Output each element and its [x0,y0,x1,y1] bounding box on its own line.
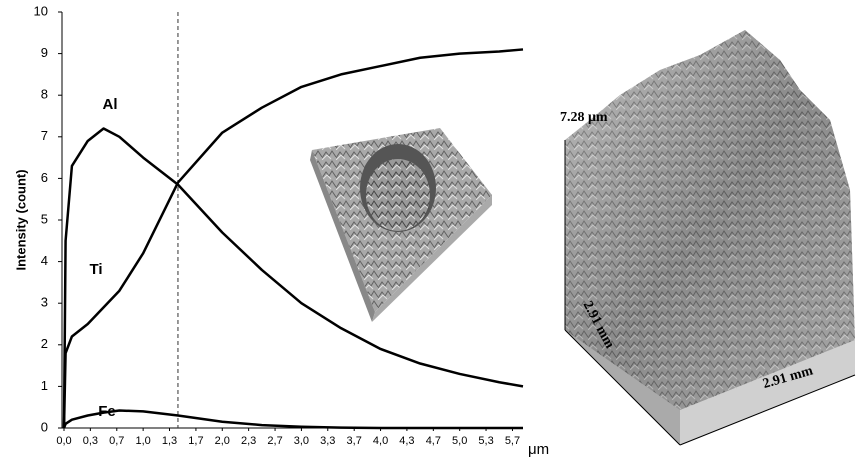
series-line [62,409,523,430]
x-tick-label: 2,7 [267,435,282,447]
inset-image [310,128,492,322]
x-tick-label: 3,3 [320,435,335,447]
x-tick-label: 0,3 [83,435,98,447]
x-tick-label: 5,3 [478,435,493,447]
y-tick-label: 3 [41,295,48,310]
x-tick-label: 2,3 [241,435,256,447]
y-tick-label: 7 [41,128,48,143]
x-tick-label: 0,0 [56,435,71,447]
series-label: Al [103,96,118,113]
x-tick-label: 4,0 [373,435,388,447]
x-tick-label: 5,7 [505,435,520,447]
x-tick-label: 4,3 [399,435,414,447]
series-label: Fe [98,403,116,420]
series-line [62,48,524,429]
y-tick-label: 9 [41,45,48,60]
x-tick-label: 1,3 [162,435,177,447]
x-tick-label: 1,0 [135,435,150,447]
y-tick-label: 0 [41,419,48,434]
y-axis-label: Intensity (count) [13,169,28,270]
x-tick-label: 1,7 [188,435,203,447]
x-tick-label: 3,7 [347,435,362,447]
y-tick-label: 8 [41,87,48,102]
height-label: 7.28 μm [560,110,608,125]
x-tick-label: 4,7 [426,435,441,447]
y-tick-label: 6 [41,170,48,185]
y-tick-label: 4 [41,253,48,268]
x-tick-label: 5,0 [452,435,467,447]
x-tick-label: 3,0 [294,435,309,447]
series-label: Ti [89,261,102,278]
surface-image: 7.28 μm 2.91 mm 2.91 mm [560,30,856,446]
x-unit: μm [528,441,549,458]
y-tick-label: 5 [41,211,48,226]
y-tick-label: 2 [41,336,48,351]
series-line [62,127,524,429]
y-tick-label: 10 [34,3,48,18]
y-tick-label: 1 [41,378,48,393]
x-tick-label: 2,0 [215,435,230,447]
x-tick-label: 0,7 [109,435,124,447]
